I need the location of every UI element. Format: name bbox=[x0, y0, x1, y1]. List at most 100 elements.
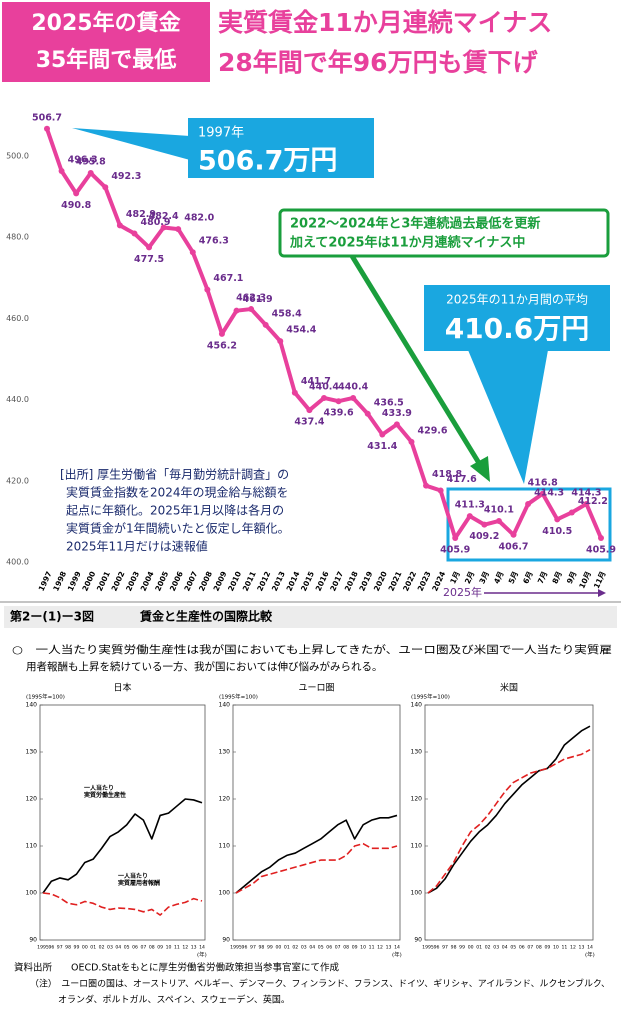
y-tick-label: 140 bbox=[411, 702, 423, 709]
marker bbox=[218, 330, 225, 337]
source: 資料出所 OECD.Statをもとに厚生労働省労働政策担当参事官室にて作成 bbox=[14, 962, 340, 974]
marker bbox=[233, 307, 240, 314]
marker bbox=[160, 224, 167, 231]
x-tick-label: 98 bbox=[65, 945, 71, 951]
marker bbox=[131, 230, 138, 237]
x-tick-label: 06 bbox=[132, 945, 138, 951]
unit-label: (1995年=100) bbox=[26, 693, 65, 701]
marker bbox=[539, 490, 546, 497]
callout-text: 1997年 bbox=[198, 126, 244, 141]
value-label: 506.7 bbox=[32, 112, 62, 123]
marker bbox=[598, 535, 604, 542]
x-tick-label: 01 bbox=[476, 945, 482, 951]
description: 用者報酬も上昇を続けている一方、我が国においては伸び悩みがみられる。 bbox=[26, 660, 382, 673]
headline: 実質賃金11か月連続マイナス bbox=[218, 8, 552, 37]
y-tick-label: 120 bbox=[219, 796, 231, 803]
value-label: 417.6 bbox=[447, 474, 477, 485]
value-label: 429.6 bbox=[417, 425, 447, 436]
x-tick-label: 11 bbox=[561, 945, 567, 951]
callout-pointer bbox=[72, 128, 190, 160]
y-tick-label: 120 bbox=[411, 796, 423, 803]
series-line bbox=[427, 748, 591, 894]
marker bbox=[525, 500, 532, 507]
x-tick-label: 99 bbox=[74, 945, 80, 951]
value-label: 405.9 bbox=[440, 545, 470, 556]
value-label: 416.8 bbox=[528, 477, 558, 488]
highlight-box bbox=[446, 487, 612, 562]
x-tick-label: 1995 bbox=[230, 945, 242, 951]
x-tick-label: 96 bbox=[242, 945, 248, 951]
figure-header bbox=[4, 606, 617, 628]
x-tick-label: 03 bbox=[107, 945, 113, 951]
value-label: 437.4 bbox=[294, 417, 324, 428]
x-axis-label: (年) bbox=[585, 951, 595, 959]
x-tick-label: 14 bbox=[587, 945, 593, 951]
y-tick-label: 420.0 bbox=[6, 476, 29, 485]
y-tick-label: 90 bbox=[222, 937, 230, 944]
series-line bbox=[42, 892, 203, 916]
source-note: 2025年11月だけは速報値 bbox=[66, 539, 208, 554]
x-tick-label: 07 bbox=[140, 945, 146, 951]
figure-number: 第2ー(1)ー3図 bbox=[9, 609, 94, 624]
value-label: 482.9 bbox=[126, 209, 156, 220]
value-label: 431.4 bbox=[367, 441, 397, 452]
x-tick-label: 02 bbox=[99, 945, 105, 951]
marker bbox=[495, 517, 502, 524]
marker bbox=[175, 226, 182, 233]
y-tick-label: 110 bbox=[411, 843, 423, 850]
headline: 28年間で年96万円も賃下げ bbox=[218, 48, 539, 77]
arrow bbox=[349, 254, 485, 470]
marker bbox=[568, 509, 575, 516]
legend-label: 一人当たり実質雇用者報酬 bbox=[118, 872, 160, 887]
marker bbox=[452, 535, 459, 542]
x-tick-label: 1995 bbox=[422, 945, 434, 951]
x-tick-label: 03 bbox=[493, 945, 499, 951]
callout-text: 2025年の11か月間の平均 bbox=[446, 293, 588, 307]
y-tick-label: 110 bbox=[26, 843, 38, 850]
marker bbox=[393, 421, 400, 428]
value-label: 441.7 bbox=[301, 376, 331, 387]
value-label: 456.2 bbox=[207, 340, 237, 351]
year-marker: 2025年 bbox=[443, 585, 482, 599]
x-tick-label: 97 bbox=[57, 945, 63, 951]
value-label: 440.4 bbox=[309, 381, 339, 392]
y-tick-label: 90 bbox=[414, 937, 422, 944]
x-tick-label: 05 bbox=[318, 945, 324, 951]
marker bbox=[583, 500, 590, 507]
x-tick-label: 97 bbox=[442, 945, 448, 951]
x-tick-label: 02 bbox=[292, 945, 298, 951]
value-label: 436.5 bbox=[374, 397, 404, 408]
y-tick-label: 130 bbox=[26, 749, 38, 756]
marker bbox=[554, 516, 561, 523]
value-label: 492.3 bbox=[111, 171, 141, 182]
x-tick-label: 09 bbox=[544, 945, 550, 951]
value-label: 467.1 bbox=[213, 273, 243, 284]
source: （注） ユーロ圏の国は、オーストリア、ベルギー、デンマーク、フィンランド、フラン… bbox=[30, 978, 610, 990]
panel-title: 米国 bbox=[500, 682, 518, 694]
x-tick-label: 13 bbox=[579, 945, 585, 951]
x-tick-label: 03 bbox=[301, 945, 307, 951]
callout-value: 410.6万円 bbox=[445, 312, 590, 345]
callout-text: 加えて2025年は11か月連続マイナス中 bbox=[289, 235, 525, 251]
y-tick-label: 130 bbox=[411, 749, 423, 756]
y-tick-label: 140 bbox=[219, 702, 231, 709]
x-tick-label: 01 bbox=[90, 945, 96, 951]
x-tick-label: 96 bbox=[48, 945, 54, 951]
y-tick-label: 100 bbox=[26, 890, 38, 897]
marker bbox=[379, 431, 386, 438]
marker bbox=[87, 170, 94, 177]
value-label: 412.2 bbox=[578, 496, 608, 507]
y-tick-label: 100 bbox=[411, 890, 423, 897]
x-tick-label: 04 bbox=[502, 945, 508, 951]
y-tick-label: 120 bbox=[26, 796, 38, 803]
value-label: 411.3 bbox=[455, 500, 485, 511]
value-label: 440.4 bbox=[338, 381, 368, 392]
marker bbox=[466, 513, 473, 520]
y-tick-label: 440.0 bbox=[6, 395, 29, 404]
x-tick-label: 04 bbox=[115, 945, 121, 951]
x-tick-label: 08 bbox=[343, 945, 349, 951]
value-label: 462.3 bbox=[236, 293, 266, 304]
value-label: 418.8 bbox=[432, 469, 462, 480]
value-label: 433.9 bbox=[382, 408, 412, 419]
description: ○ 一人当たり実質労働生産性は我が国においても上昇してきたが、ユーロ圏及び米国で… bbox=[12, 643, 612, 656]
